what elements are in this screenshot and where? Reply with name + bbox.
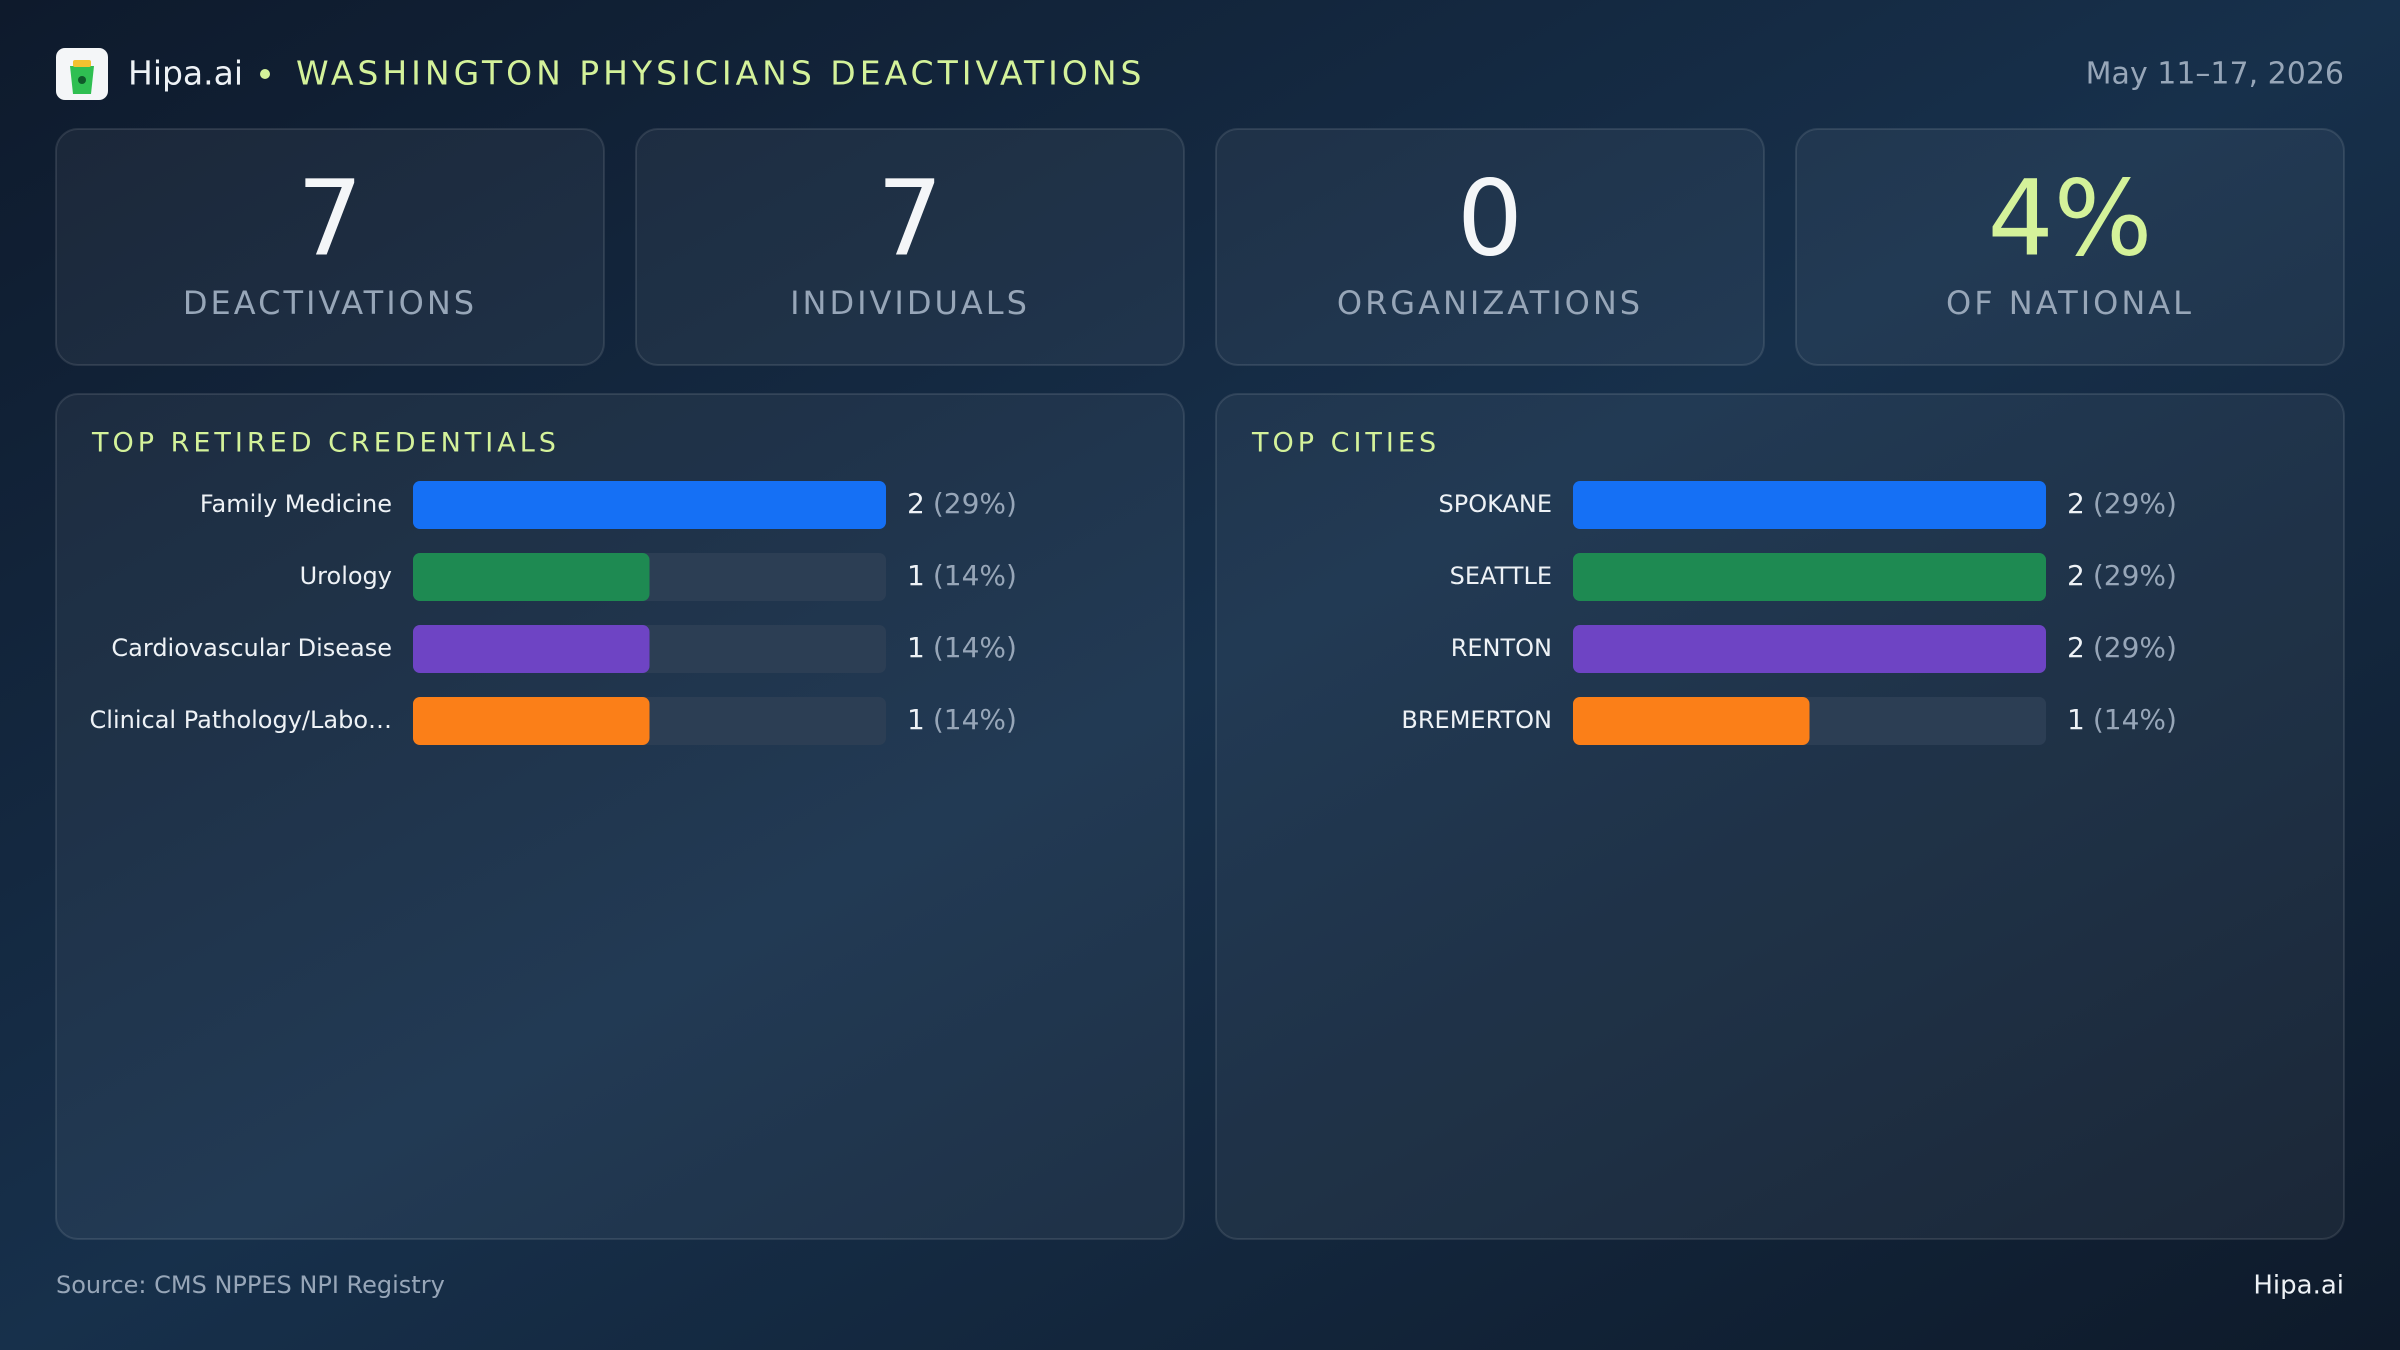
value-label: 2 (29%) — [2067, 487, 2177, 520]
brand: Hipa.ai — [128, 54, 243, 93]
date-range: May 11–17, 2026 — [2086, 57, 2344, 92]
share: (29%) — [2093, 559, 2177, 592]
bar — [1573, 553, 2046, 601]
category-label: SPOKANE — [1439, 490, 1552, 518]
value: 1 — [907, 631, 925, 664]
stat-label: OF NATIONAL — [1946, 284, 2194, 322]
chart-panel — [1215, 393, 2345, 1240]
value: 1 — [2067, 703, 2085, 736]
stats-row: 7 DEACTIVATIONS 7 INDIVIDUALS 0 ORGANIZATIONS… — [55, 128, 2345, 366]
value: 2 — [2067, 631, 2085, 664]
bar — [1573, 481, 2046, 529]
stat-value: 7 — [297, 157, 363, 279]
bar — [413, 625, 650, 673]
stat-card — [635, 128, 1185, 366]
value-label: 2 (29%) — [2067, 559, 2177, 592]
share: (29%) — [2093, 631, 2177, 664]
category-label: Cardiovascular Disease — [111, 634, 392, 662]
value-label: 1 (14%) — [907, 703, 1017, 736]
footer-brand: Hipa.ai — [2253, 1271, 2344, 1301]
category-label: RENTON — [1451, 634, 1552, 662]
bar — [413, 481, 886, 529]
share: (29%) — [2093, 487, 2177, 520]
chart-title: TOP CITIES — [1251, 428, 1440, 459]
bar — [413, 697, 650, 745]
bar — [413, 553, 650, 601]
value: 1 — [907, 559, 925, 592]
category-label: BREMERTON — [1401, 706, 1552, 734]
share: (14%) — [933, 703, 1017, 736]
value: 1 — [907, 703, 925, 736]
value: 2 — [2067, 559, 2085, 592]
header-title: WASHINGTON PHYSICIANS DEACTIVATIONS — [296, 54, 1145, 93]
value: 2 — [907, 487, 925, 520]
category-label: Clinical Pathology/Labo… — [90, 706, 392, 734]
stat-card — [1215, 128, 1765, 366]
value-label: 2 (29%) — [2067, 631, 2177, 664]
share: (14%) — [933, 631, 1017, 664]
stat-value: 0 — [1457, 157, 1523, 279]
source: Source: CMS NPPES NPI Registry — [56, 1271, 445, 1299]
value-label: 1 (14%) — [907, 559, 1017, 592]
share: (14%) — [2093, 703, 2177, 736]
value: 2 — [2067, 487, 2085, 520]
bar — [1573, 697, 1810, 745]
stat-label: DEACTIVATIONS — [183, 284, 477, 322]
chart-title: TOP RETIRED CREDENTIALS — [91, 428, 560, 459]
stat-card — [1795, 128, 2345, 366]
stat-value: 4% — [1988, 157, 2153, 279]
chart-panel — [55, 393, 1185, 1240]
stat-label: ORGANIZATIONS — [1337, 284, 1643, 322]
value-label: 2 (29%) — [907, 487, 1017, 520]
value-label: 1 (14%) — [907, 631, 1017, 664]
value-label: 1 (14%) — [2067, 703, 2177, 736]
stat-card — [55, 128, 605, 366]
bar — [1573, 625, 2046, 673]
share: (29%) — [933, 487, 1017, 520]
stat-value: 7 — [877, 157, 943, 279]
category-label: Family Medicine — [200, 490, 392, 518]
stat-label: INDIVIDUALS — [790, 284, 1030, 322]
logo — [56, 48, 108, 100]
share: (14%) — [933, 559, 1017, 592]
category-label: SEATTLE — [1450, 562, 1552, 590]
separator — [260, 69, 270, 79]
category-label: Urology — [300, 562, 392, 590]
